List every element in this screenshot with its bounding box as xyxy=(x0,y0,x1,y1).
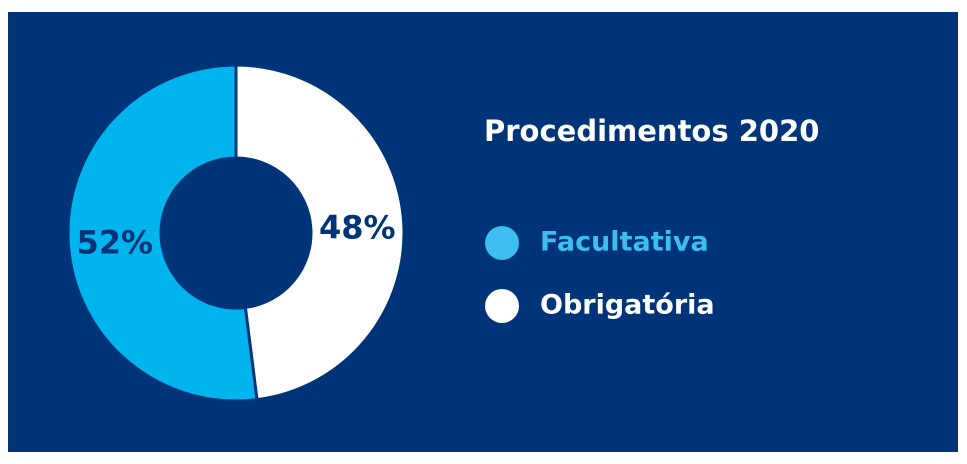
pie-slice xyxy=(66,63,259,403)
chart-title: Procedimentos 2020 xyxy=(484,114,819,148)
legend-label: Obrigatória xyxy=(540,290,715,321)
value-label: 48% xyxy=(319,208,396,246)
value-label: 52% xyxy=(76,224,153,262)
legend-label: Facultativa xyxy=(540,227,709,258)
legend-swatch xyxy=(485,289,519,323)
pie-slice xyxy=(234,63,406,402)
legend-swatch xyxy=(485,226,519,260)
